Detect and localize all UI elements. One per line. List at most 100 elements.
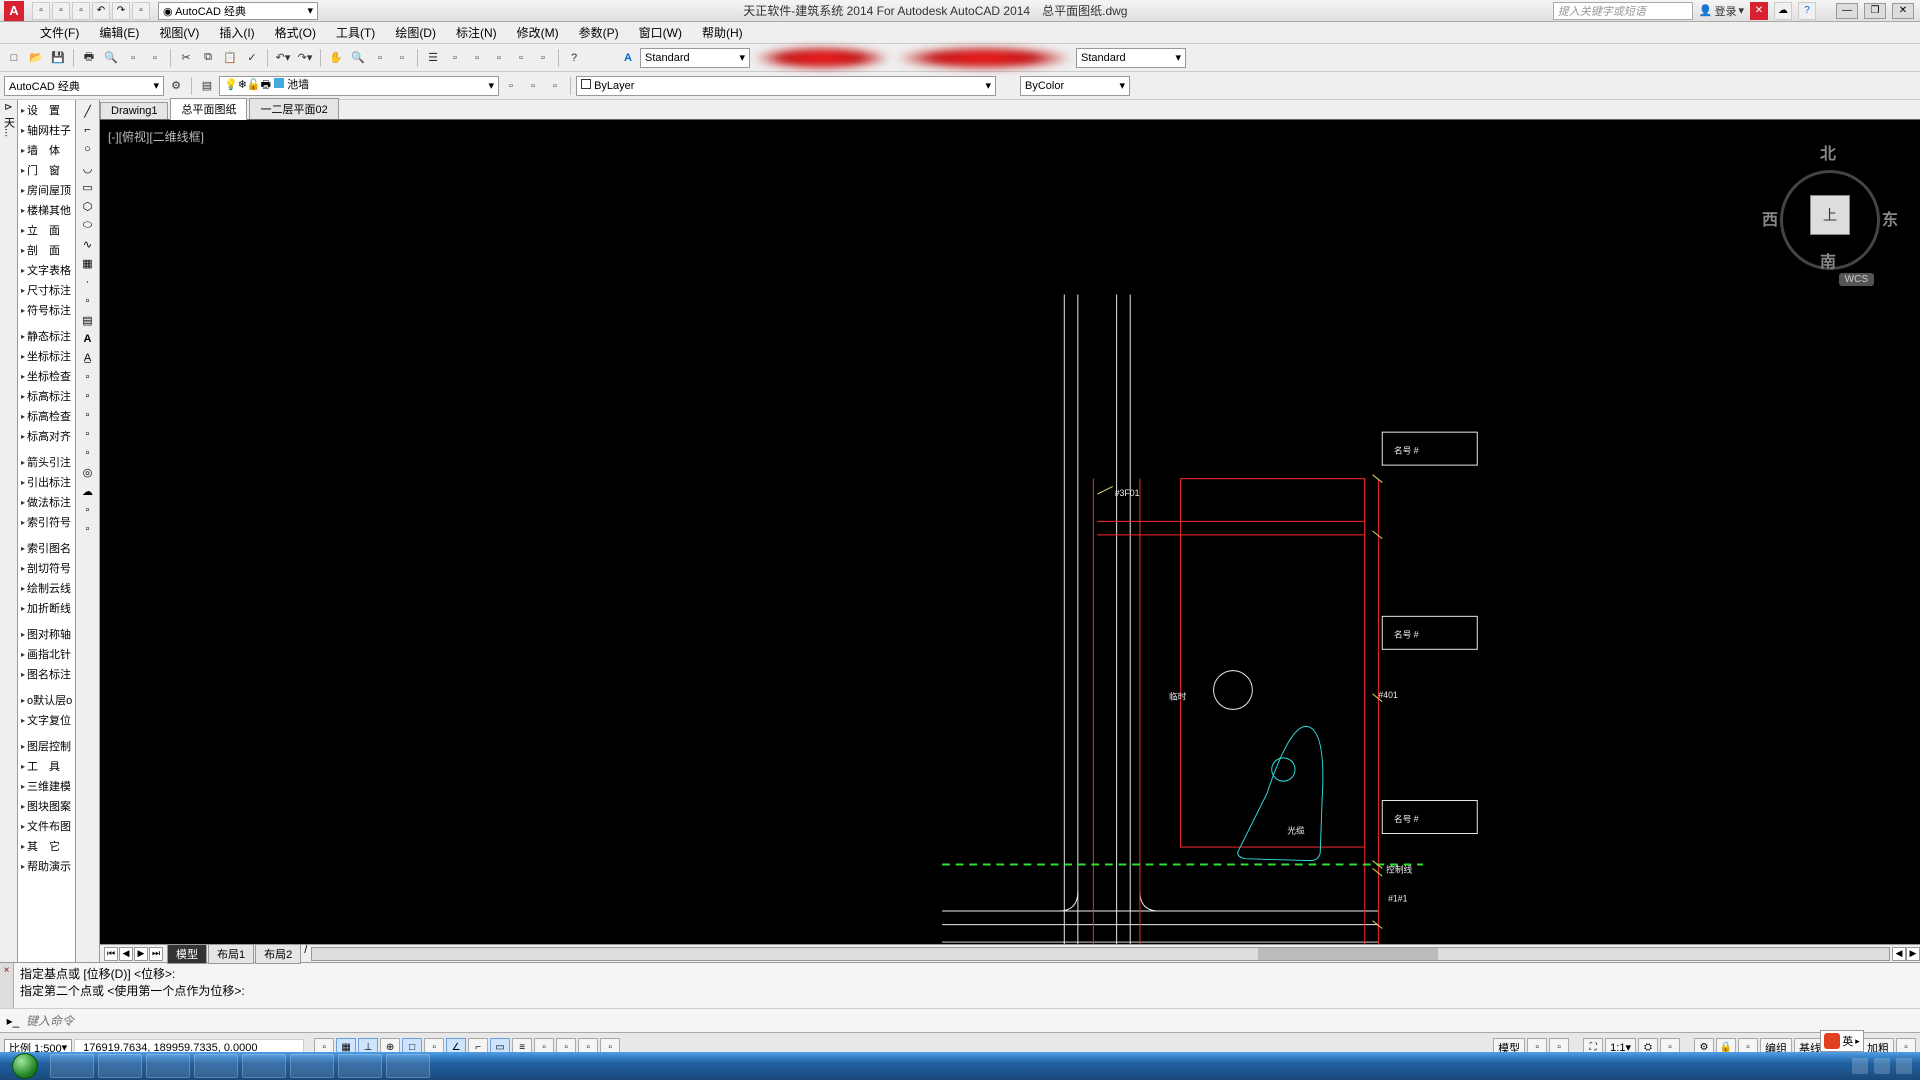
viewcube-south[interactable]: 南 xyxy=(1820,248,1836,272)
taskbar-app-7[interactable] xyxy=(338,1054,382,1078)
viewcube[interactable]: 上 北 南 西 东 WCS xyxy=(1770,140,1890,280)
hatch-icon[interactable]: ▦ xyxy=(78,254,98,272)
taskbar-app-3[interactable] xyxy=(146,1054,190,1078)
doc-tab[interactable]: 一二层平面02 xyxy=(249,98,338,119)
print-icon[interactable]: 🖶 xyxy=(79,48,99,68)
match-icon[interactable]: ✓ xyxy=(242,48,262,68)
viewcube-east[interactable]: 东 xyxy=(1882,206,1898,230)
line-icon[interactable]: ╱ xyxy=(78,102,98,120)
tianzheng-palette-handle[interactable]: ⊳ 天... xyxy=(0,100,18,962)
tianzheng-item[interactable]: ▸工 具 xyxy=(18,756,75,776)
spline-icon[interactable]: ∿ xyxy=(78,235,98,253)
preview-icon[interactable]: 🔍 xyxy=(101,48,121,68)
ssm-icon[interactable]: ▫ xyxy=(489,48,509,68)
taskbar-app-5[interactable] xyxy=(242,1054,286,1078)
tianzheng-item[interactable]: ▸箭头引注 xyxy=(18,452,75,472)
tianzheng-item[interactable]: ▸其 它 xyxy=(18,836,75,856)
layout-tab[interactable]: 模型 xyxy=(167,944,207,964)
menu-编辑e[interactable]: 编辑(E) xyxy=(89,24,149,41)
ws-settings-icon[interactable]: ⚙ xyxy=(166,76,186,96)
tianzheng-item[interactable]: ▸门 窗 xyxy=(18,160,75,180)
viewcube-face-top[interactable]: 上 xyxy=(1810,195,1850,235)
layout-tab[interactable]: 布局1 xyxy=(208,944,254,964)
revision-icon[interactable]: ▫ xyxy=(78,387,98,405)
layer-states-icon[interactable]: ▫ xyxy=(501,76,521,96)
region-icon[interactable]: ▫ xyxy=(78,368,98,386)
color-combo[interactable]: ByColor▾ xyxy=(1020,76,1130,96)
menu-窗口w[interactable]: 窗口(W) xyxy=(629,24,692,41)
polygon-icon[interactable]: ⬡ xyxy=(78,197,98,215)
table-icon[interactable]: ▤ xyxy=(78,311,98,329)
tianzheng-item[interactable]: ▸尺寸标注 xyxy=(18,280,75,300)
tianzheng-item[interactable]: ▸静态标注 xyxy=(18,326,75,346)
textstyle-icon[interactable]: A xyxy=(618,48,638,68)
tianzheng-item[interactable]: ▸加折断线 xyxy=(18,598,75,618)
help-search-input[interactable]: 提入关键字或短语 xyxy=(1553,2,1693,20)
tianzheng-item[interactable]: ▸立 面 xyxy=(18,220,75,240)
menu-修改m[interactable]: 修改(M) xyxy=(507,24,569,41)
cloud-icon[interactable]: ☁ xyxy=(1774,2,1792,20)
menu-视图v[interactable]: 视图(V) xyxy=(149,24,209,41)
tianzheng-item[interactable]: ▸绘制云线 xyxy=(18,578,75,598)
pline-icon[interactable]: ⌐ xyxy=(78,121,98,139)
horizontal-scrollbar[interactable] xyxy=(311,947,1890,961)
palette-pin-icon[interactable]: ⊳ xyxy=(4,102,12,113)
publish-icon[interactable]: ▫ xyxy=(123,48,143,68)
tianzheng-item[interactable]: ▸符号标注 xyxy=(18,300,75,320)
menu-工具t[interactable]: 工具(T) xyxy=(326,24,385,41)
tianzheng-item[interactable]: ▸索引符号 xyxy=(18,512,75,532)
revcloud-icon[interactable]: ☁ xyxy=(78,482,98,500)
layer-iso-icon[interactable]: ▫ xyxy=(523,76,543,96)
close-button[interactable]: ✕ xyxy=(1892,3,1914,19)
zoom-prev-icon[interactable]: ▫ xyxy=(392,48,412,68)
layer-prev-icon[interactable]: ▫ xyxy=(545,76,565,96)
copy-icon[interactable]: ⧉ xyxy=(198,48,218,68)
layer-combo[interactable]: 💡❄🔓🖶 池墙▾ xyxy=(219,76,499,96)
point-icon[interactable]: · xyxy=(78,273,98,291)
scroll-right-icon[interactable]: ▶ xyxy=(1906,947,1920,961)
help2-icon[interactable]: ? xyxy=(564,48,584,68)
cut-icon[interactable]: ✂ xyxy=(176,48,196,68)
redo-icon[interactable]: ↷▾ xyxy=(295,48,315,68)
taskbar-app-4[interactable] xyxy=(194,1054,238,1078)
rect-icon[interactable]: ▭ xyxy=(78,178,98,196)
ellipse-icon[interactable]: ⬭ xyxy=(78,216,98,234)
layout-next-icon[interactable]: ▶ xyxy=(134,947,148,961)
qat-print-icon[interactable]: ▫ xyxy=(132,2,150,20)
maximize-button[interactable]: ❐ xyxy=(1864,3,1886,19)
open-icon[interactable]: 📂 xyxy=(26,48,46,68)
tianzheng-item[interactable]: ▸文件布图 xyxy=(18,816,75,836)
tianzheng-item[interactable]: ▸剖 面 xyxy=(18,240,75,260)
scrollbar-thumb[interactable] xyxy=(1258,948,1438,960)
insert-icon[interactable]: ▫ xyxy=(78,501,98,519)
pan-icon[interactable]: ✋ xyxy=(326,48,346,68)
minimize-button[interactable]: — xyxy=(1836,3,1858,19)
textstyle-combo[interactable]: Standard▾ xyxy=(640,48,750,68)
tianzheng-item[interactable]: ▸画指北针 xyxy=(18,644,75,664)
gradient-icon[interactable]: ▫ xyxy=(78,406,98,424)
tianzheng-item[interactable]: ▸索引图名 xyxy=(18,538,75,558)
taskbar-app-2[interactable] xyxy=(98,1054,142,1078)
layout-prev-icon[interactable]: ◀ xyxy=(119,947,133,961)
tray-icon[interactable] xyxy=(1874,1058,1890,1074)
wipeout-icon[interactable]: ▫ xyxy=(78,444,98,462)
tianzheng-item[interactable]: ▸坐标检查 xyxy=(18,366,75,386)
tianzheng-item[interactable]: ▸标高检查 xyxy=(18,406,75,426)
tianzheng-item[interactable]: ▸文字表格 xyxy=(18,260,75,280)
wcs-badge[interactable]: WCS xyxy=(1839,273,1874,286)
tianzheng-item[interactable]: ▸图名标注 xyxy=(18,664,75,684)
tianzheng-item[interactable]: ▸标高标注 xyxy=(18,386,75,406)
taskbar-app-8[interactable] xyxy=(386,1054,430,1078)
command-input[interactable] xyxy=(26,1014,1914,1028)
tianzheng-item[interactable]: ▸文字复位 xyxy=(18,710,75,730)
paste-icon[interactable]: 📋 xyxy=(220,48,240,68)
qat-redo-icon[interactable]: ↷ xyxy=(112,2,130,20)
mtext-icon[interactable]: A̲ xyxy=(78,349,98,367)
tianzheng-item[interactable]: ▸轴网柱子 xyxy=(18,120,75,140)
menu-插入i[interactable]: 插入(I) xyxy=(209,24,264,41)
viewcube-west[interactable]: 西 xyxy=(1762,206,1778,230)
dc-icon[interactable]: ▫ xyxy=(445,48,465,68)
tianzheng-item[interactable]: ▸图层控制 xyxy=(18,736,75,756)
qat-undo-icon[interactable]: ↶ xyxy=(92,2,110,20)
viewcube-north[interactable]: 北 xyxy=(1820,140,1836,164)
